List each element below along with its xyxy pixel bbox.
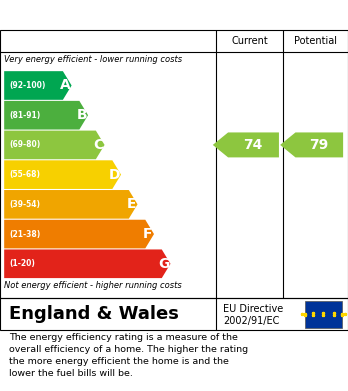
Polygon shape (280, 133, 343, 158)
Bar (304, 301, 342, 328)
Text: 2002/91/EC: 2002/91/EC (223, 316, 280, 326)
Text: Current: Current (231, 36, 268, 46)
Text: The energy efficiency rating is a measure of the
overall efficiency of a home. T: The energy efficiency rating is a measur… (9, 334, 248, 378)
Polygon shape (4, 220, 154, 248)
Text: F: F (143, 227, 152, 241)
Text: EU Directive: EU Directive (223, 304, 284, 314)
Text: (69-80): (69-80) (9, 140, 41, 149)
Text: B: B (77, 108, 87, 122)
Text: C: C (93, 138, 103, 152)
Text: Potential: Potential (294, 36, 337, 46)
Text: D: D (109, 168, 120, 182)
Polygon shape (4, 101, 88, 129)
Text: Energy Efficiency Rating: Energy Efficiency Rating (10, 6, 239, 24)
Polygon shape (213, 133, 279, 158)
Polygon shape (4, 71, 72, 100)
Text: 79: 79 (309, 138, 329, 152)
Text: (1-20): (1-20) (9, 259, 35, 268)
Polygon shape (4, 190, 137, 219)
Polygon shape (4, 249, 171, 278)
Text: G: G (159, 257, 170, 271)
Text: E: E (127, 197, 136, 212)
Text: (39-54): (39-54) (9, 200, 40, 209)
Text: 74: 74 (244, 138, 263, 152)
Polygon shape (4, 160, 121, 189)
Text: (55-68): (55-68) (9, 170, 40, 179)
Text: Very energy efficient - lower running costs: Very energy efficient - lower running co… (4, 54, 182, 64)
Text: England & Wales: England & Wales (9, 305, 179, 323)
Text: (81-91): (81-91) (9, 111, 41, 120)
Text: (21-38): (21-38) (9, 230, 41, 239)
Text: A: A (60, 79, 71, 93)
Text: (92-100): (92-100) (9, 81, 46, 90)
Text: Not energy efficient - higher running costs: Not energy efficient - higher running co… (4, 280, 182, 289)
Polygon shape (4, 131, 104, 159)
